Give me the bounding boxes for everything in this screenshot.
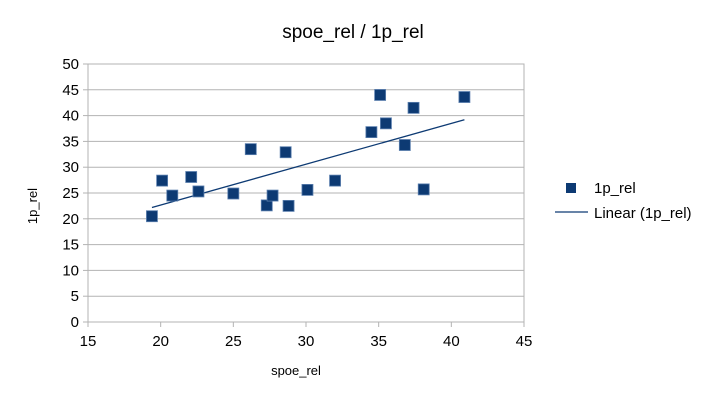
tick-label-y-5: 5 (71, 288, 79, 305)
data-point-13 (365, 126, 378, 139)
data-point-8 (266, 189, 279, 202)
data-points (146, 89, 471, 223)
tick-label-y-15: 15 (62, 237, 79, 254)
tick-label-y-50: 50 (62, 56, 79, 73)
tick-label-y-35: 35 (62, 133, 79, 150)
legend-label-linear: Linear (1p_rel) (594, 205, 692, 222)
x-axis-title: spoe_rel (271, 363, 321, 378)
tick-label-y-30: 30 (62, 159, 79, 176)
tick-label-x-30: 30 (298, 333, 315, 350)
tick-label-x-20: 20 (152, 333, 169, 350)
data-point-19 (458, 91, 471, 103)
data-point-4 (192, 185, 205, 198)
data-point-3 (185, 171, 198, 183)
legend-label-1p-rel: 1p_rel (594, 180, 636, 197)
tick-label-x-45: 45 (516, 333, 533, 350)
plot-area-border (87, 63, 525, 323)
tick-label-y-40: 40 (62, 108, 79, 125)
data-point-11 (301, 184, 314, 196)
tick-label-y-10: 10 (62, 262, 79, 279)
y-axis-ticks: 0 5 10 15 20 25 30 35 40 45 50 (62, 56, 88, 331)
data-point-15 (380, 117, 392, 130)
y-axis-title: 1p_rel (25, 188, 40, 224)
data-point-1 (156, 174, 169, 187)
tick-label-x-15: 15 (80, 333, 97, 350)
data-point-16 (398, 139, 411, 151)
tick-label-y-0: 0 (71, 314, 79, 331)
tick-label-y-25: 25 (62, 185, 79, 202)
data-point-12 (329, 174, 341, 187)
tick-label-y-45: 45 (62, 82, 79, 99)
data-point-10 (282, 199, 295, 212)
tick-label-x-40: 40 (443, 333, 460, 350)
data-point-6 (244, 143, 257, 156)
tick-label-x-25: 25 (225, 333, 242, 350)
legend: 1p_rel Linear (1p_rel) (555, 180, 692, 222)
legend-marker-1p-rel (566, 183, 576, 193)
data-point-18 (417, 183, 430, 196)
tick-label-x-35: 35 (370, 333, 387, 350)
data-point-5 (227, 187, 240, 200)
data-point-14 (374, 89, 387, 101)
x-axis-ticks: 15 20 25 30 35 40 45 (80, 322, 533, 350)
chart-title: spoe_rel / 1p_rel (282, 22, 424, 43)
tick-label-y-20: 20 (62, 211, 79, 228)
data-point-7 (260, 199, 273, 212)
data-point-17 (407, 101, 420, 114)
data-point-0 (146, 210, 158, 223)
data-point-2 (166, 189, 179, 202)
data-point-9 (279, 146, 292, 159)
